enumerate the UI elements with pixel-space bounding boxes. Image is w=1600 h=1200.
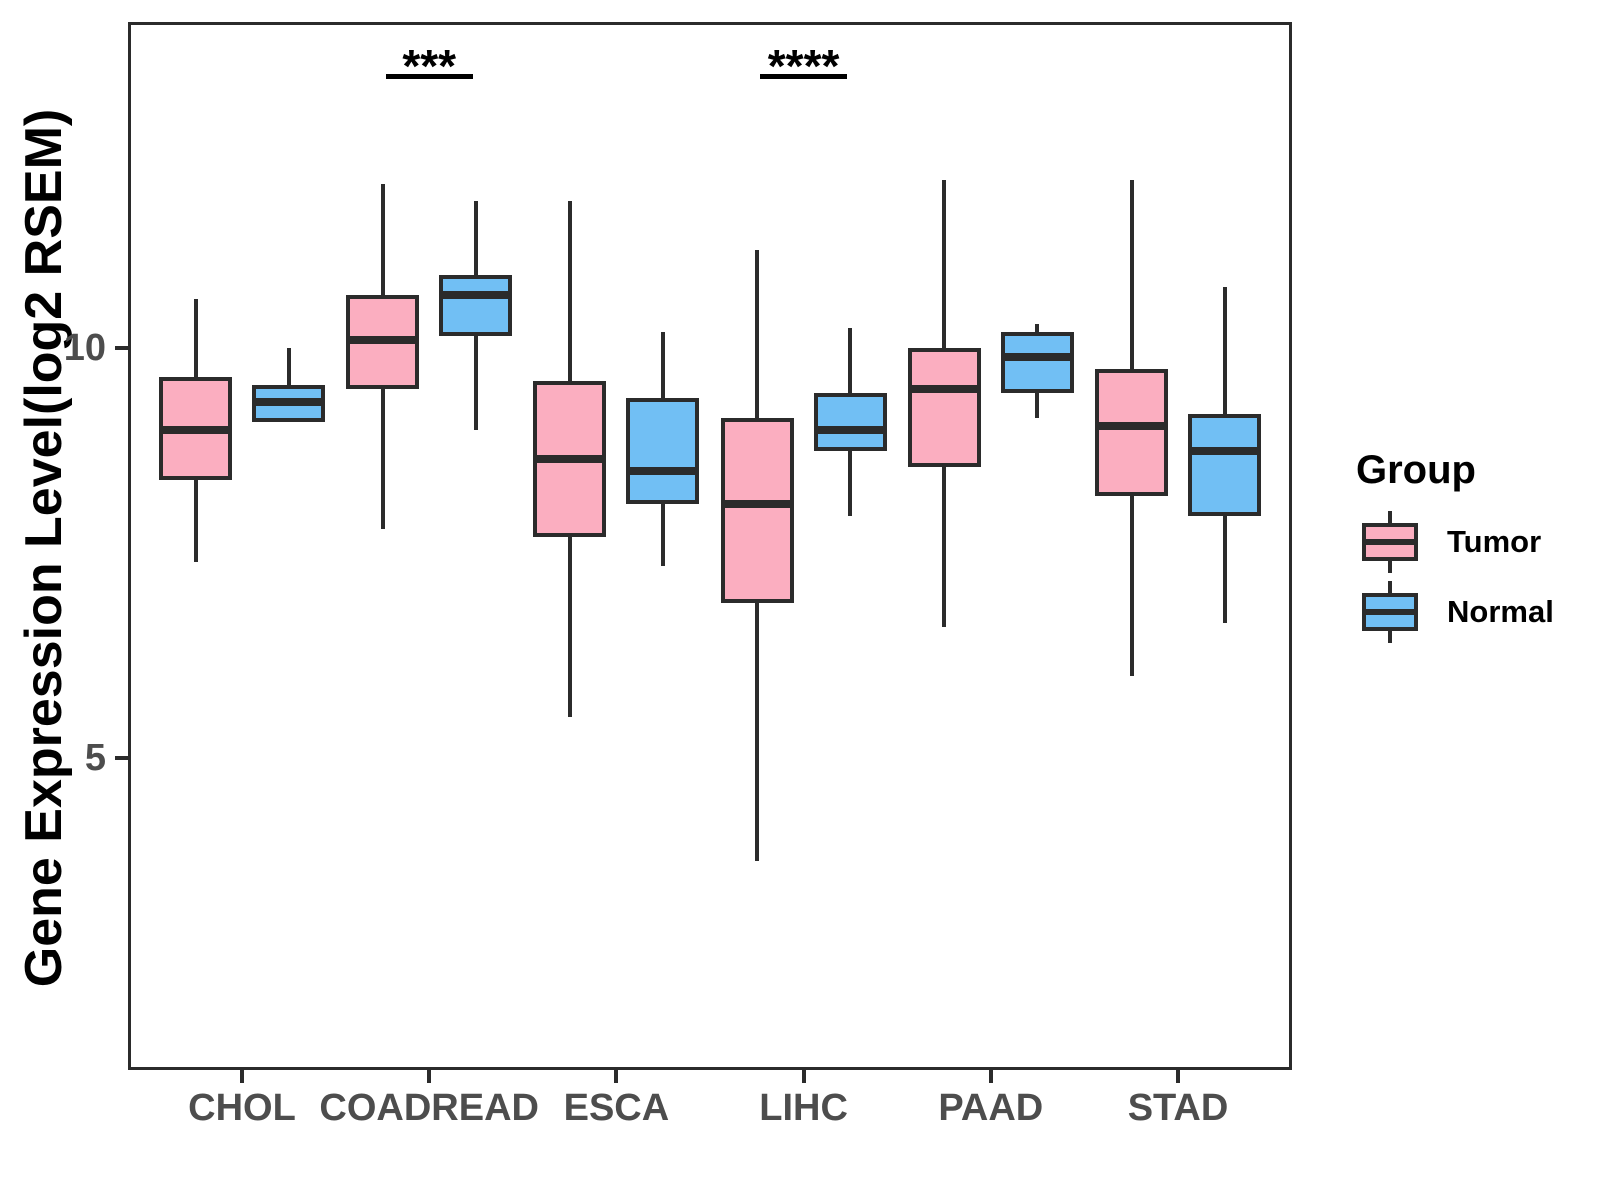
x-tick-label-esca: ESCA bbox=[563, 1087, 670, 1129]
upper-whisker bbox=[942, 180, 947, 349]
iqr-box bbox=[1095, 368, 1168, 496]
legend-key-lower-whisker bbox=[1388, 631, 1392, 643]
legend-key-upper-whisker bbox=[1388, 511, 1392, 523]
upper-whisker bbox=[1035, 323, 1040, 332]
median-line bbox=[630, 467, 696, 476]
lower-whisker bbox=[755, 602, 760, 861]
lower-whisker bbox=[1222, 516, 1227, 624]
lower-whisker bbox=[660, 504, 665, 566]
legend-title: Group bbox=[1356, 448, 1476, 492]
x-tick-mark bbox=[427, 1070, 432, 1083]
upper-whisker bbox=[660, 331, 665, 398]
iqr-box bbox=[1188, 413, 1261, 517]
y-axis-title: Gene Expression Level(log2 RSEM) bbox=[15, 108, 73, 988]
upper-whisker bbox=[286, 348, 291, 386]
legend-key-box bbox=[1362, 523, 1418, 561]
x-tick-label-coadread: COADREAD bbox=[319, 1087, 539, 1129]
x-tick-mark bbox=[988, 1070, 993, 1083]
upper-whisker bbox=[567, 200, 572, 382]
x-tick-label-paad: PAAD bbox=[938, 1087, 1044, 1129]
upper-whisker bbox=[1129, 180, 1134, 369]
legend-label-normal: Normal bbox=[1447, 594, 1554, 629]
iqr-box bbox=[1000, 331, 1074, 394]
x-tick-mark bbox=[801, 1070, 806, 1083]
x-tick-label-stad: STAD bbox=[1127, 1087, 1229, 1129]
lower-whisker bbox=[1035, 393, 1040, 419]
median-line bbox=[1004, 352, 1070, 361]
upper-whisker bbox=[1222, 286, 1227, 414]
median-line bbox=[724, 500, 790, 509]
median-line bbox=[443, 291, 509, 300]
iqr-box bbox=[907, 348, 981, 468]
median-line bbox=[350, 336, 416, 345]
upper-whisker bbox=[193, 299, 198, 378]
lower-whisker bbox=[1129, 495, 1134, 677]
iqr-box bbox=[439, 274, 513, 337]
y-tick-label: 10 bbox=[63, 327, 106, 370]
median-line bbox=[817, 426, 883, 435]
significance-stars: *** bbox=[402, 39, 457, 92]
legend-key-lower-whisker bbox=[1388, 561, 1392, 573]
upper-whisker bbox=[848, 327, 853, 394]
y-tick-label: 5 bbox=[84, 737, 106, 780]
legend-key-median bbox=[1366, 609, 1414, 615]
legend-key-median bbox=[1366, 539, 1414, 545]
y-tick-mark bbox=[115, 346, 128, 351]
x-tick-mark bbox=[240, 1070, 244, 1083]
iqr-box bbox=[813, 393, 887, 451]
upper-whisker bbox=[473, 200, 478, 275]
median-line bbox=[911, 385, 977, 394]
x-tick-mark bbox=[614, 1070, 619, 1083]
legend-key-upper-whisker bbox=[1388, 581, 1392, 593]
lower-whisker bbox=[567, 536, 572, 718]
y-tick-mark bbox=[115, 756, 128, 761]
lower-whisker bbox=[848, 450, 853, 517]
legend-label-tumor: Tumor bbox=[1447, 524, 1542, 559]
median-line bbox=[537, 455, 603, 464]
x-tick-mark bbox=[1176, 1070, 1180, 1083]
lower-whisker bbox=[942, 467, 947, 628]
iqr-box bbox=[720, 418, 794, 603]
significance-stars: **** bbox=[767, 39, 840, 92]
median-line bbox=[256, 397, 321, 406]
significance-bar bbox=[385, 73, 473, 79]
significance-bar bbox=[760, 73, 848, 79]
lower-whisker bbox=[473, 336, 478, 431]
iqr-box bbox=[626, 397, 700, 505]
median-line bbox=[163, 426, 228, 435]
x-tick-label-chol: CHOL bbox=[188, 1087, 296, 1129]
upper-whisker bbox=[380, 184, 385, 296]
lower-whisker bbox=[193, 479, 198, 562]
lower-whisker bbox=[380, 389, 385, 529]
upper-whisker bbox=[755, 249, 760, 419]
plot-panel bbox=[128, 22, 1292, 1070]
median-line bbox=[1099, 422, 1164, 431]
median-line bbox=[1192, 446, 1257, 455]
x-tick-label-lihc: LIHC bbox=[759, 1087, 848, 1129]
